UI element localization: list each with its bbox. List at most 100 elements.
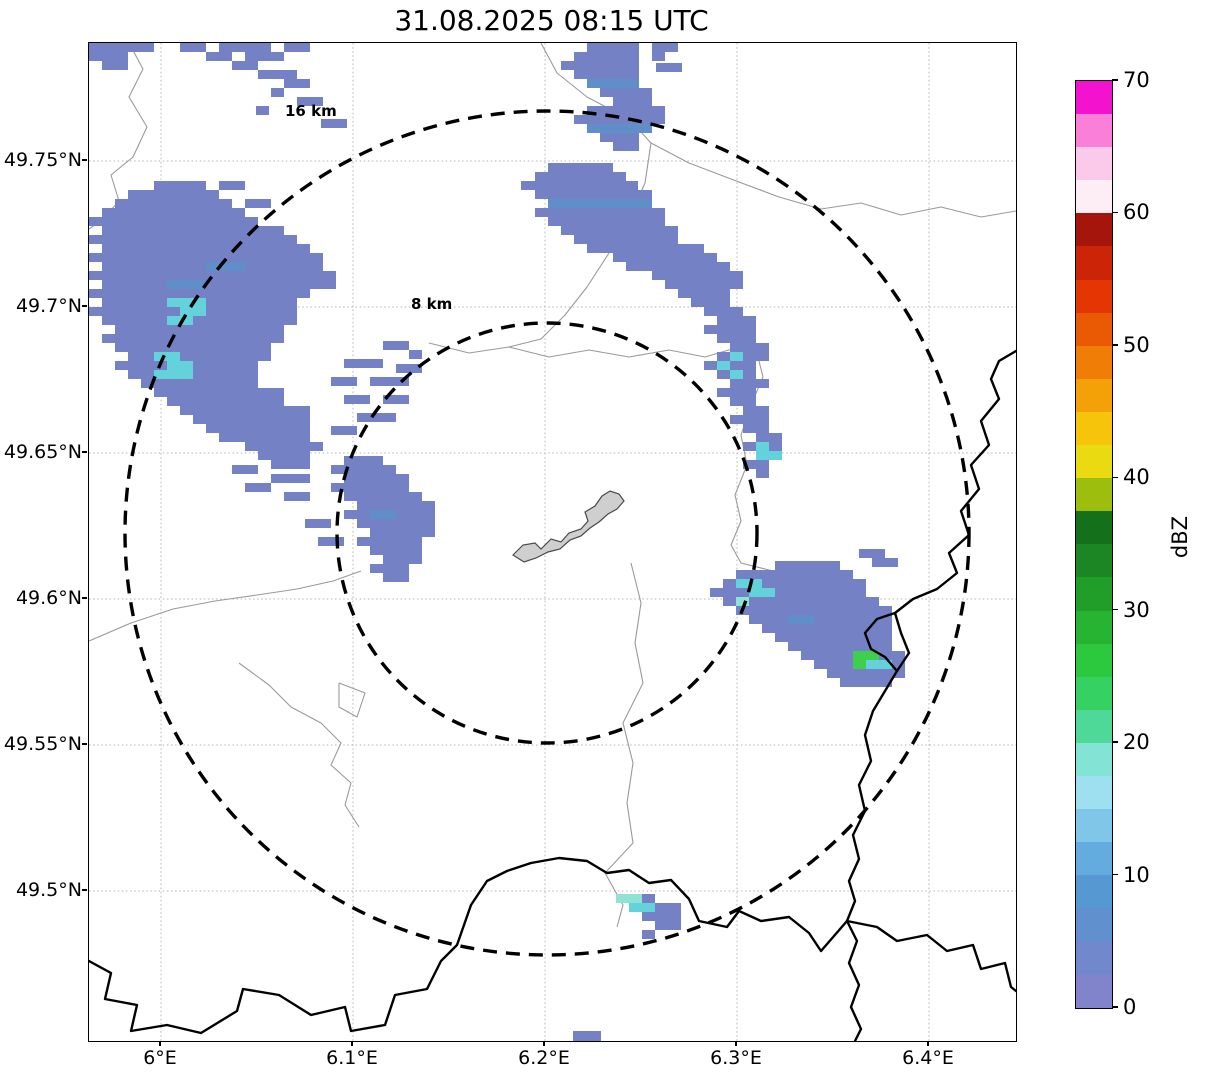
radar-echo-cell [736,579,762,588]
radar-echo-cell [788,615,814,624]
colorbar-segment [1076,941,1112,975]
colorbar-tick-mark [1112,344,1118,346]
colorbar-gradient [1076,81,1112,1008]
y-tick-label: 49.6°N [15,587,82,609]
colorbar-axis-label: dBZ [1168,515,1192,559]
radar-echo-cell [743,406,769,415]
radar-map-canvas [89,43,1016,1041]
radar-echo-cell [613,97,652,106]
radar-echo-cell [256,106,269,115]
colorbar-tick-mark [1112,741,1118,743]
radar-echo-cell [89,253,323,262]
radar-echo-cell [655,921,681,930]
radar-echo-cell [853,660,866,669]
radar-echo-cell [258,70,297,79]
colorbar-segment [1076,312,1112,346]
radar-echo-cell [154,388,284,397]
radar-echo-cell [756,451,782,460]
radar-echo-cell [535,190,652,199]
colorbar-tick-mark [1112,211,1118,214]
colorbar-segment [1076,114,1112,148]
radar-echo-cell [344,492,422,501]
radar-echo-cell [383,573,409,582]
radar-echo-cell [128,352,271,361]
radar-echo-cell [756,442,769,451]
radar-echo-cell [383,555,422,564]
colorbar-tick-label: 30 [1123,597,1150,622]
radar-echo-cell [271,460,310,469]
radar-echo-cell [866,660,892,669]
radar-echo-cell [879,651,905,660]
radar-echo-cell [115,325,284,334]
x-tick-mark [543,1041,545,1046]
radar-echo-cell [206,424,310,433]
radar-echo-cell [730,379,769,388]
colorbar-tick-mark [1112,873,1118,876]
radar-echo-cell [574,70,639,79]
radar-echo-cell [762,624,892,633]
radar-echo-cell [154,370,193,379]
radar-echo-cell [600,88,652,97]
colorbar-tick-label: 0 [1123,995,1137,1019]
radar-echo-cell [357,519,435,528]
colorbar-segment [1076,511,1112,545]
colorbar-segment [1076,445,1112,479]
radar-echo-cell [344,456,383,465]
radar-echo-cell [678,289,730,298]
y-tick-label: 49.5°N [15,879,82,901]
x-tick-label: 6.2°E [518,1047,570,1069]
radar-echo-cell [652,52,665,61]
colorbar [1075,80,1113,1009]
colorbar-segment [1076,742,1112,776]
colorbar-segment [1076,610,1112,644]
radar-echo-cell [89,235,297,244]
colorbar-segment [1076,775,1112,810]
admin-boundary-line [89,570,362,642]
radar-echo-cell [232,61,258,70]
radar-echo-cell [102,334,284,343]
radar-echo-cell [357,537,422,546]
radar-echo-cell [642,894,655,903]
radar-echo-cell [574,52,639,61]
radar-echo-cell [357,413,396,422]
radar-echo-cell [775,633,892,642]
x-tick-label: 6.1°E [326,1047,378,1069]
colorbar-segment [1076,709,1112,743]
colorbar-segment [1076,643,1112,677]
radar-echo-cell [691,298,730,307]
radar-echo-cell [656,63,682,72]
radar-echo-cell [613,253,717,262]
radar-echo-cell [245,442,323,451]
y-tick-mark [82,159,87,161]
y-tick-mark [82,743,87,745]
radar-echo-cell [219,181,245,190]
radar-echo-cell [167,280,206,289]
radar-echo-cell [587,43,639,52]
radar-echo-cell [271,88,284,97]
radar-echo-cell [743,424,769,433]
radar-echo-cell [154,352,180,361]
y-tick-mark [82,889,87,891]
radar-echo-cell [629,903,655,912]
radar-echo-cell [892,669,905,678]
admin-boundary-line [508,142,652,348]
radar-echo-cell [600,133,639,142]
country-border-line [845,919,1016,993]
radar-echo-cell [167,397,284,406]
radar-echo-cell [245,199,271,208]
range-ring-16km [123,109,971,957]
colorbar-tick-label: 20 [1123,730,1150,755]
radar-echo-cell [331,377,357,386]
colorbar-tick-label: 50 [1123,332,1150,357]
colorbar-segment [1076,809,1112,843]
radar-echo-cell [749,588,775,597]
radar-echo-cell [102,316,297,325]
radar-echo-cell [535,172,626,181]
radar-echo-cell [723,579,866,588]
colorbar-segment [1076,81,1112,115]
radar-echo-cell [115,199,232,208]
radar-echo-cell [535,208,665,217]
x-tick-mark [927,1041,929,1046]
radar-echo-cell [305,519,331,528]
